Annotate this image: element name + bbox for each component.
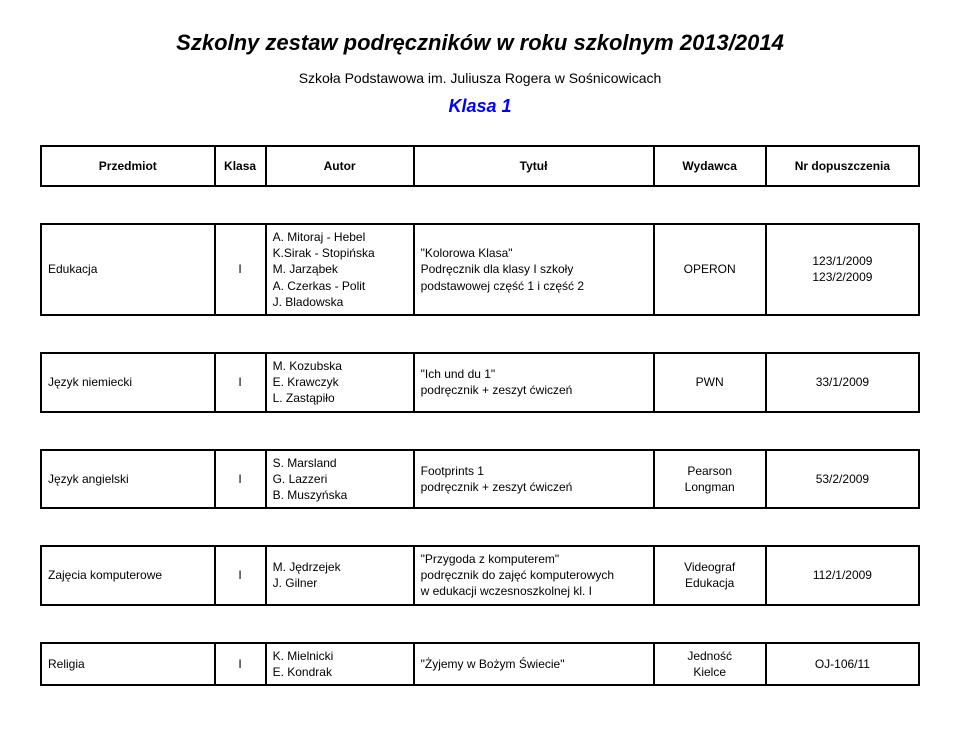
cell-class: I	[215, 450, 266, 509]
spacer	[41, 605, 919, 643]
col-publisher-header: Wydawca	[654, 146, 766, 186]
col-author-header: Autor	[266, 146, 414, 186]
col-number-header: Nr dopuszczenia	[766, 146, 919, 186]
table-header-row: Przedmiot Klasa Autor Tytuł Wydawca Nr d…	[41, 146, 919, 186]
klasa-heading: Klasa 1	[40, 96, 920, 117]
cell-subject: Religia	[41, 643, 215, 685]
cell-title: "Przygoda z komputerem"podręcznik do zaj…	[414, 546, 654, 605]
cell-publisher: PearsonLongman	[654, 450, 766, 509]
textbook-table: Przedmiot Klasa Autor Tytuł Wydawca Nr d…	[40, 145, 920, 686]
cell-author: M. JędrzejekJ. Gilner	[266, 546, 414, 605]
cell-number: 123/1/2009123/2/2009	[766, 224, 919, 315]
table-row: ReligiaIK. MielnickiE. Kondrak"Żyjemy w …	[41, 643, 919, 685]
cell-number: 112/1/2009	[766, 546, 919, 605]
table-row: EdukacjaIA. Mitoraj - HebelK.Sirak - Sto…	[41, 224, 919, 315]
cell-author: K. MielnickiE. Kondrak	[266, 643, 414, 685]
cell-subject: Zajęcia komputerowe	[41, 546, 215, 605]
cell-number: 33/1/2009	[766, 353, 919, 412]
spacer	[41, 412, 919, 450]
cell-title: "Kolorowa Klasa"Podręcznik dla klasy I s…	[414, 224, 654, 315]
cell-number: OJ-106/11	[766, 643, 919, 685]
col-class-header: Klasa	[215, 146, 266, 186]
col-title-header: Tytuł	[414, 146, 654, 186]
spacer	[41, 315, 919, 353]
cell-subject: Edukacja	[41, 224, 215, 315]
table-row: Język angielskiIS. MarslandG. LazzeriB. …	[41, 450, 919, 509]
table-row: Język niemieckiIM. KozubskaE. KrawczykL.…	[41, 353, 919, 412]
page-subtitle: Szkoła Podstawowa im. Juliusza Rogera w …	[40, 70, 920, 86]
cell-class: I	[215, 643, 266, 685]
cell-publisher: PWN	[654, 353, 766, 412]
cell-publisher: OPERON	[654, 224, 766, 315]
cell-author: S. MarslandG. LazzeriB. Muszyńska	[266, 450, 414, 509]
cell-title: "Żyjemy w Bożym Świecie"	[414, 643, 654, 685]
cell-class: I	[215, 353, 266, 412]
cell-class: I	[215, 546, 266, 605]
cell-author: A. Mitoraj - HebelK.Sirak - StopińskaM. …	[266, 224, 414, 315]
cell-subject: Język angielski	[41, 450, 215, 509]
cell-title: "Ich und du 1"podręcznik + zeszyt ćwicze…	[414, 353, 654, 412]
cell-class: I	[215, 224, 266, 315]
page-title: Szkolny zestaw podręczników w roku szkol…	[40, 30, 920, 56]
spacer	[41, 186, 919, 224]
col-subject-header: Przedmiot	[41, 146, 215, 186]
cell-author: M. KozubskaE. KrawczykL. Zastąpiło	[266, 353, 414, 412]
cell-number: 53/2/2009	[766, 450, 919, 509]
spacer	[41, 508, 919, 546]
cell-publisher: VideografEdukacja	[654, 546, 766, 605]
cell-publisher: JednośćKielce	[654, 643, 766, 685]
cell-subject: Język niemiecki	[41, 353, 215, 412]
cell-title: Footprints 1podręcznik + zeszyt ćwiczeń	[414, 450, 654, 509]
table-row: Zajęcia komputeroweIM. JędrzejekJ. Gilne…	[41, 546, 919, 605]
